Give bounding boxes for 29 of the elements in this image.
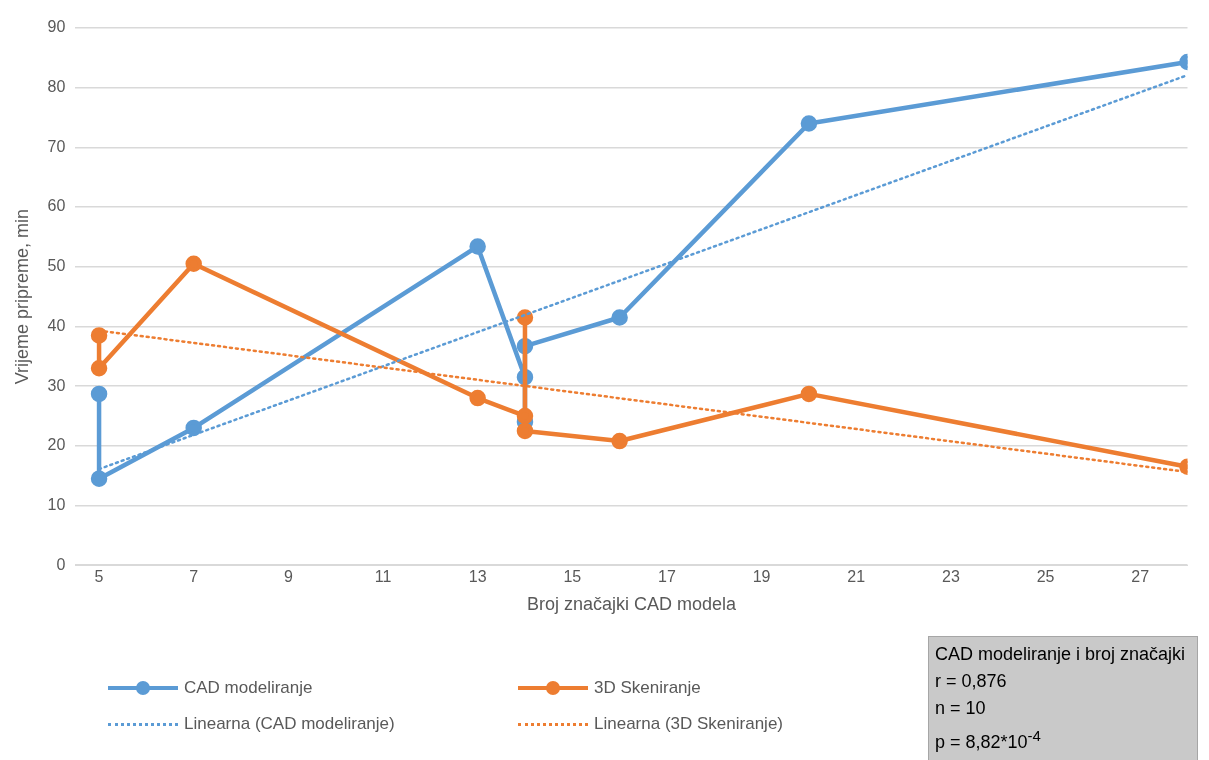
- y-tick-label: 70: [47, 137, 66, 155]
- x-tick-label: 5: [94, 568, 104, 586]
- y-tick-label: 50: [47, 257, 66, 275]
- y-tick-label: 90: [47, 18, 66, 36]
- x-tick-label: 27: [1131, 568, 1150, 586]
- x-tick-label: 7: [189, 568, 199, 586]
- legend-label: CAD modeliranje: [184, 678, 313, 698]
- x-tick-label: 25: [1036, 568, 1055, 586]
- x-tick-label: 9: [283, 568, 293, 586]
- x-tick-label: 17: [658, 568, 676, 586]
- legend-label: Linearna (CAD modeliranje): [184, 714, 395, 734]
- legend-label: 3D Skeniranje: [594, 678, 701, 698]
- y-tick-label: 80: [47, 78, 66, 96]
- x-tick-label: 19: [752, 568, 771, 586]
- y-tick-label: 60: [47, 197, 66, 215]
- y-tick-label: 20: [47, 436, 66, 454]
- x-tick-label: 21: [847, 568, 866, 586]
- text: CAD modeliranje i broj značajki r = 0,876 n = 10 p = 8,82*10$^{-4}$: [928, 636, 1198, 760]
- y-tick-label: 30: [47, 376, 66, 394]
- y-axis-title: Vrijeme pripreme, min: [11, 208, 32, 385]
- y-tick-label: 40: [47, 316, 66, 334]
- x-tick-label: 23: [941, 568, 960, 586]
- legend-label: Linearna (3D Skeniranje): [594, 714, 783, 734]
- y-tick-label: 10: [47, 495, 66, 513]
- x-tick-label: 11: [374, 568, 392, 586]
- x-axis-title: Broj značajki CAD modela: [526, 594, 737, 615]
- x-tick-label: 15: [563, 568, 582, 586]
- y-tick-label: 0: [56, 555, 66, 573]
- x-tick-label: 13: [468, 568, 487, 586]
